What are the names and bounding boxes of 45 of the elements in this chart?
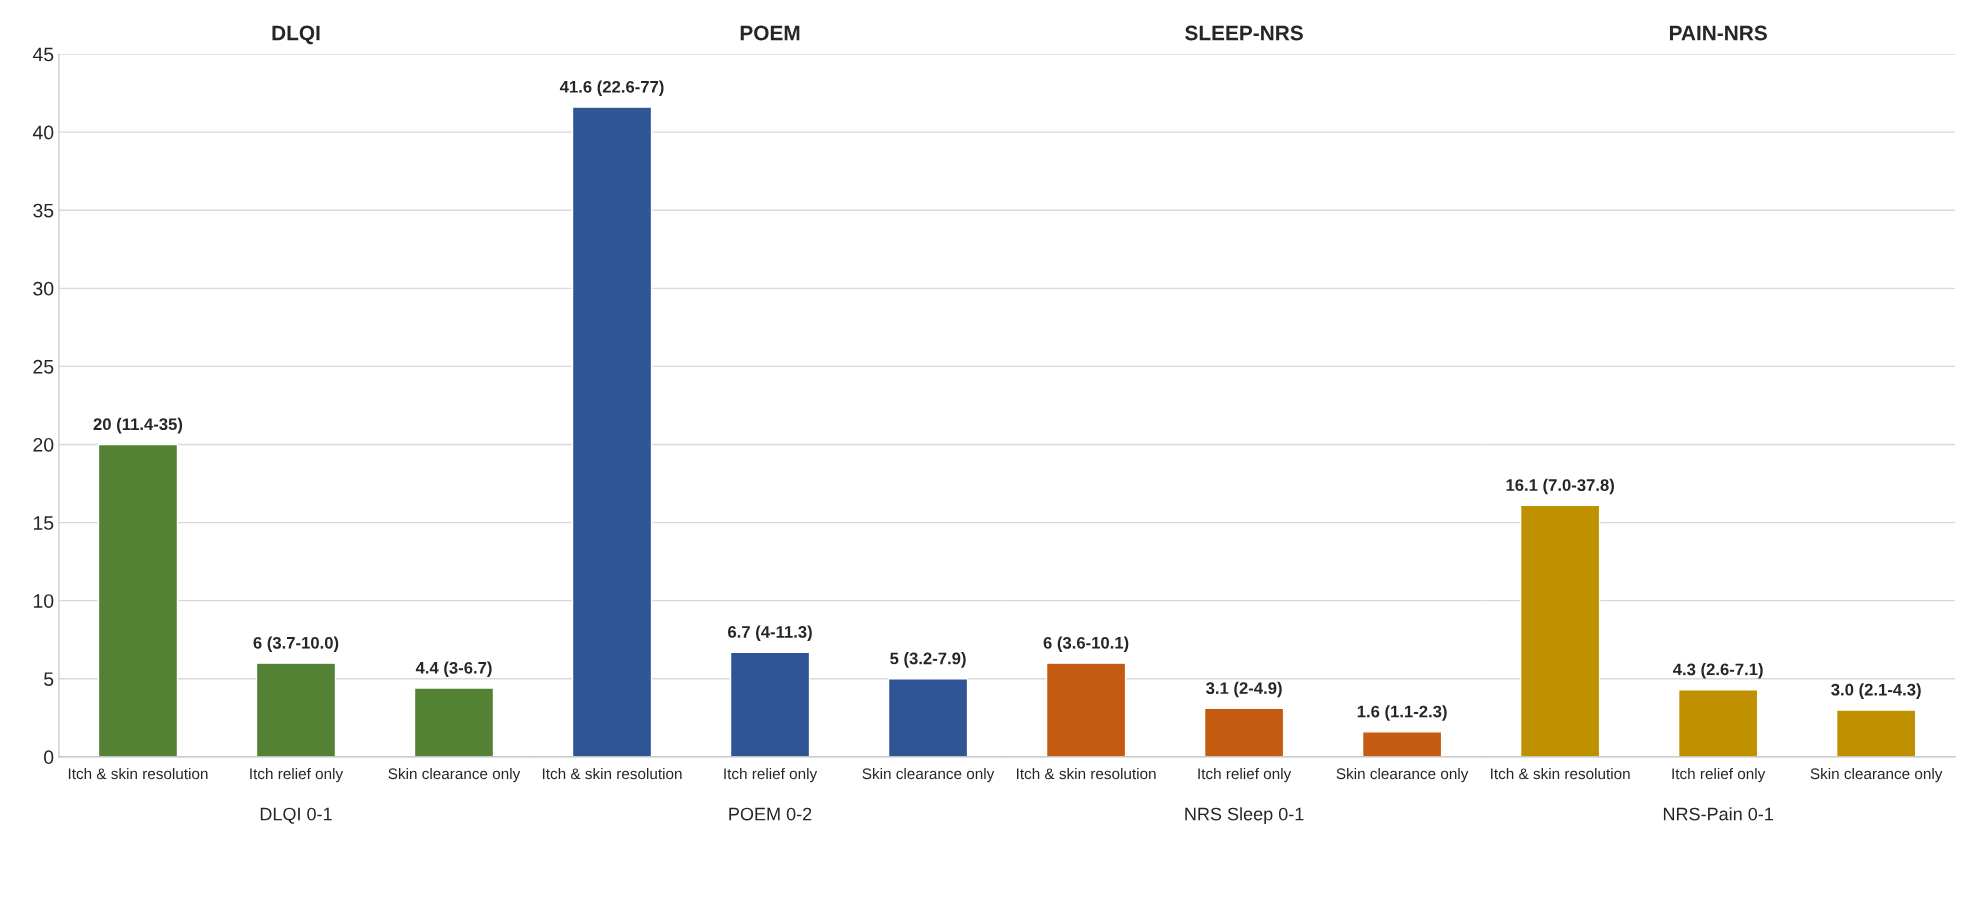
data-label: 6.7 (4-11.3) [728,625,812,642]
y-tick-label: 5 [44,672,54,686]
y-tick-label: 15 [33,516,54,530]
x-tick-label: Skin clearance only [1336,767,1469,783]
x-axis-title: NRS-Pain 0-1 [1663,807,1773,821]
x-tick-label: Skin clearance only [388,767,521,783]
x-tick-label: Itch & skin resolution [1017,767,1156,780]
x-tick-label: Itch relief only [250,767,344,783]
data-label: 5 (3.2-7.9) [890,652,966,668]
bar [255,662,337,757]
data-label: 1.6 (1.1-2.3) [1357,705,1447,721]
y-tick-label: 40 [32,125,54,140]
y-tick-label: 35 [33,203,54,218]
data-label: 6 (3.7-10.0) [253,636,339,653]
y-tick-label: 0 [44,750,54,765]
y-tick-label: 20 [33,437,54,452]
data-label: 3.0 (2.1-4.3) [1831,683,1921,699]
x-axis-title: NRS Sleep 0-1 [1185,807,1304,825]
y-tick-label: 45 [32,47,54,62]
data-label: 41.6 (22.6-77) [559,80,664,97]
chart-title: DLQI [272,25,320,45]
chart-title: PAIN-NRS [1669,25,1767,41]
data-label: 16.1 (7.0-37.8) [1506,478,1614,495]
bar [97,443,179,757]
data-label: 4.3 (2.6-7.1) [1673,663,1763,679]
x-tick-label: Itch relief only [1198,767,1292,783]
x-tick-label: Itch & skin resolution [68,767,208,780]
chart-title: SLEEP-NRS [1185,25,1303,41]
x-tick-label: Itch & skin resolution [542,767,682,780]
x-axis-title: DLQI 0-1 [260,807,332,824]
y-tick-label: 10 [33,594,54,608]
data-label: 3.1 (2-4.9) [1206,681,1282,698]
x-tick-label: Skin clearance only [862,767,995,783]
data-label: 20 (11.4-35) [93,417,183,434]
chart-title: POEM [740,25,800,41]
x-tick-label: Itch relief only [724,767,818,783]
data-label: 4.4 (3-6.7) [415,661,492,678]
x-axis-title: POEM 0-2 [729,807,812,821]
data-label: 6 (3.6-10.1) [1043,636,1129,653]
x-tick-label: Itch relief only [1672,767,1766,783]
y-tick-label: 30 [33,281,54,296]
bar [413,687,495,757]
x-tick-label: Itch & skin resolution [1491,767,1630,780]
y-tick-label: 25 [33,359,54,374]
x-tick-label: Skin clearance only [1810,767,1943,783]
